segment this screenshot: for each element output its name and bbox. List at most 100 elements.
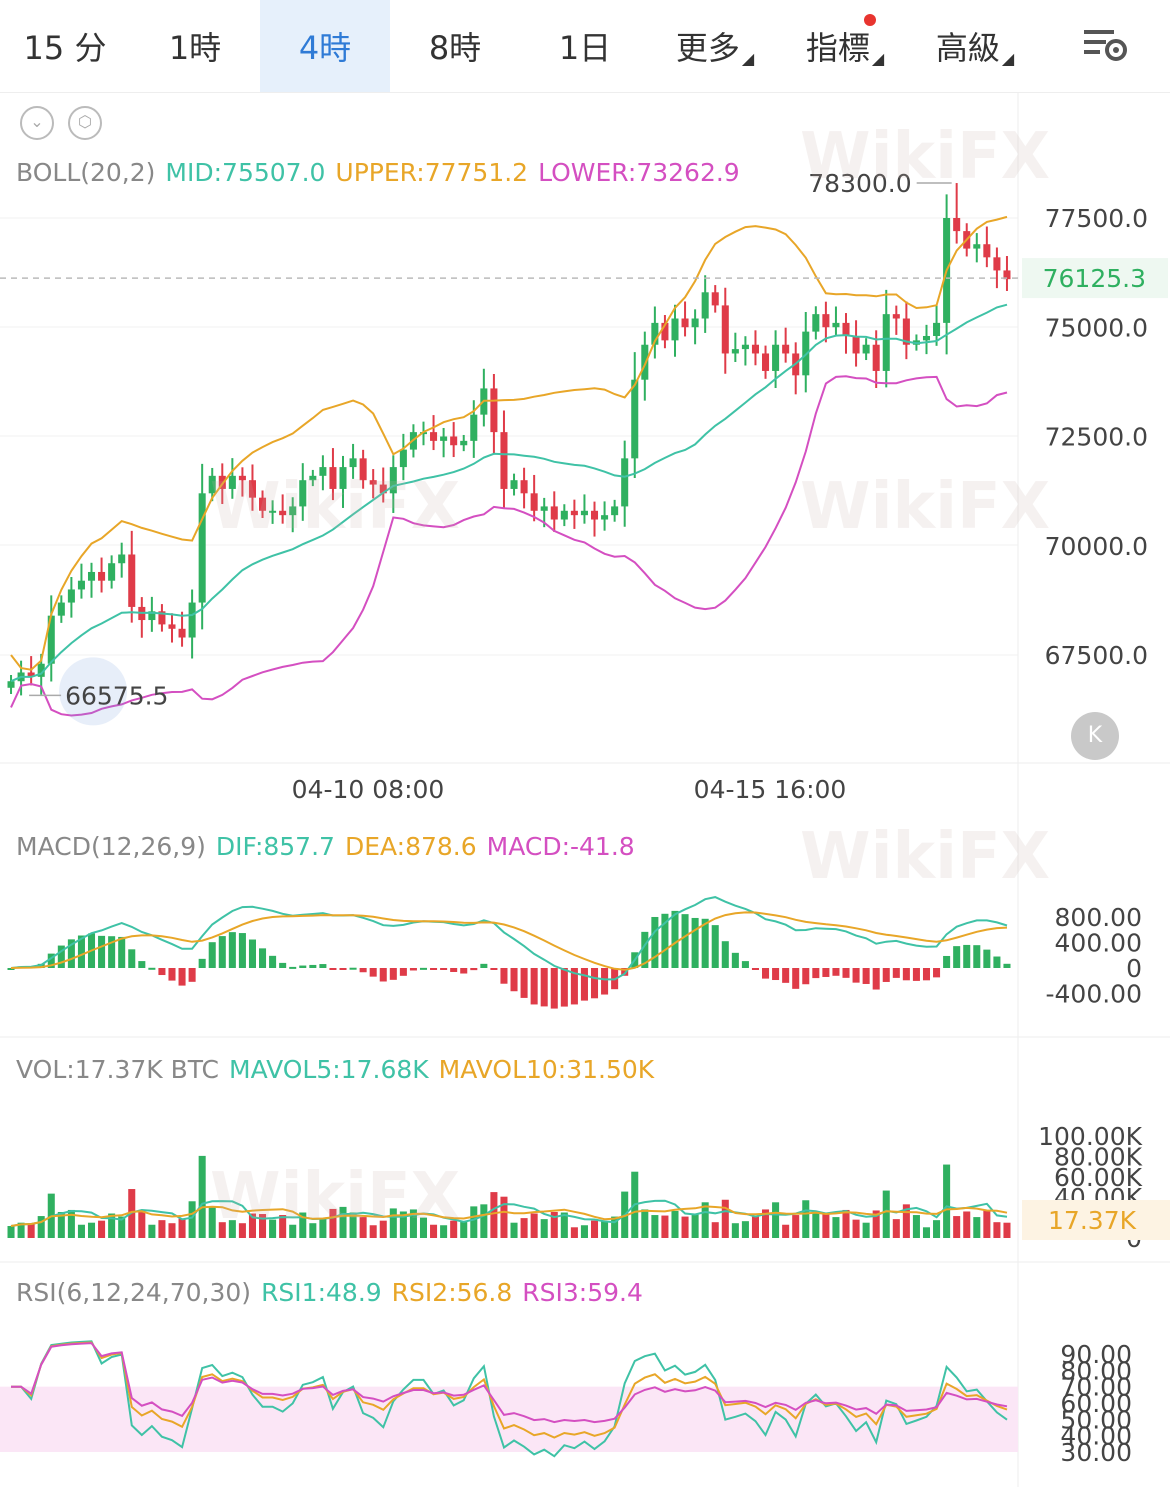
tab-1[interactable]: 1時 [130, 0, 260, 92]
notification-dot [864, 14, 876, 26]
candle-body [7, 681, 15, 688]
volume-bar [762, 1209, 770, 1238]
volume-bar [480, 1204, 488, 1238]
candle-body [460, 440, 468, 446]
volume-bar [359, 1217, 367, 1238]
chart-settings-icon[interactable] [1080, 22, 1130, 68]
candle-body [721, 305, 729, 354]
rsi2-line [11, 1341, 1008, 1439]
macd-bar [178, 968, 186, 986]
macd-dif: DIF:857.7 [215, 832, 335, 861]
macd-bar [7, 968, 15, 970]
volume-bar [560, 1212, 568, 1238]
price-tick: 75000.0 [1045, 313, 1148, 342]
rsi-tick: 80.00 [1060, 1356, 1132, 1385]
macd-bar [731, 952, 739, 968]
tab-4[interactable]: 1日 [520, 0, 650, 92]
volume-bar [440, 1225, 448, 1238]
macd-bar [47, 953, 55, 968]
volume-bar [772, 1202, 780, 1238]
price-tick: 67500.0 [1045, 641, 1148, 670]
candle-body [862, 344, 870, 354]
volume-bar [369, 1225, 377, 1238]
volume-bar [601, 1221, 609, 1238]
collapse-icon[interactable]: ⌄ [20, 106, 54, 140]
candle-body [208, 475, 216, 494]
macd-bar [721, 941, 729, 968]
volume-bar [892, 1219, 900, 1238]
candle-body [228, 475, 236, 489]
candle-body [389, 467, 397, 494]
volume-bar [751, 1216, 759, 1238]
caret-icon: ◢ [1001, 48, 1015, 68]
volume-bar [399, 1211, 407, 1238]
crosshair-marker [59, 657, 128, 726]
candle-body [198, 493, 206, 603]
tab-2[interactable]: 4時 [260, 0, 390, 92]
macd-bar [822, 968, 830, 977]
volume-bar [57, 1211, 65, 1238]
macd-bar [77, 935, 85, 968]
macd-bar [259, 948, 267, 968]
macd-bar [309, 964, 317, 968]
macd-bar [671, 910, 679, 968]
chart-tools: ⌄ ⬡ [20, 106, 116, 140]
volume-bar [741, 1221, 749, 1238]
candle-body [530, 493, 538, 511]
candle-body [611, 506, 619, 516]
macd-bar [902, 968, 910, 981]
macd-tick: 0 [1126, 954, 1142, 983]
macd-bar [711, 925, 719, 968]
rsi1-line [11, 1340, 1008, 1458]
candle-body [731, 349, 739, 354]
tab-0[interactable]: 15 分 [0, 0, 130, 92]
volume-bar [17, 1222, 25, 1238]
volume-bar [490, 1192, 498, 1238]
macd-bar [621, 968, 629, 976]
tab-5[interactable]: 更多 ◢ [650, 0, 780, 92]
volume-bar [993, 1222, 1001, 1238]
tab-3[interactable]: 8時 [390, 0, 520, 92]
macd-bar [993, 956, 1001, 968]
macd-bar [98, 935, 106, 968]
tab-label: 高級 [935, 29, 1000, 67]
rsi-legend: RSI(6,12,24,70,30) RSI1:48.9 RSI2:56.8 RSI3… [16, 1278, 653, 1307]
rsi-tick: 30.00 [1060, 1438, 1132, 1467]
macd-bar [409, 968, 417, 971]
macd-bar [943, 955, 951, 968]
tab-7[interactable]: 高級 ◢ [910, 0, 1040, 92]
volume-bar [651, 1215, 659, 1238]
candle-body [621, 458, 629, 507]
hexagon-settings-icon[interactable]: ⬡ [68, 106, 102, 140]
rsi-2: RSI2:56.8 [391, 1278, 513, 1307]
candle-body [339, 467, 347, 489]
macd-tick: 800.00 [1055, 903, 1142, 932]
macd-bar [389, 968, 397, 980]
candle-body [329, 467, 337, 489]
volume-tick: 60.00K [1054, 1163, 1143, 1192]
volume-bar [218, 1222, 226, 1238]
candle-body [98, 571, 106, 581]
volume-bar [963, 1211, 971, 1238]
tab-6[interactable]: 指標 ◢ [780, 0, 910, 92]
candle-body [953, 218, 961, 232]
macd-bar [922, 968, 931, 981]
candle-body [510, 480, 518, 489]
candle-body [440, 436, 448, 441]
macd-bar [248, 939, 256, 968]
candle-body [289, 506, 297, 516]
volume-bar [953, 1216, 961, 1238]
macd-bar [862, 968, 870, 984]
volume-bar [681, 1216, 689, 1238]
volume-bar [349, 1212, 357, 1238]
candle-body [741, 344, 749, 350]
candle-body [580, 510, 588, 516]
macd-bar [681, 914, 689, 968]
volume-bar [792, 1215, 800, 1238]
vol-legend: VOL:17.37K BTC MAVOL5:17.68K MAVOL10:31.50… [16, 1055, 664, 1084]
macd-bar [319, 964, 327, 968]
tab-label: 1日 [558, 29, 612, 67]
scroll-to-latest-button[interactable]: K [1071, 712, 1119, 760]
volume-bar [590, 1220, 599, 1238]
